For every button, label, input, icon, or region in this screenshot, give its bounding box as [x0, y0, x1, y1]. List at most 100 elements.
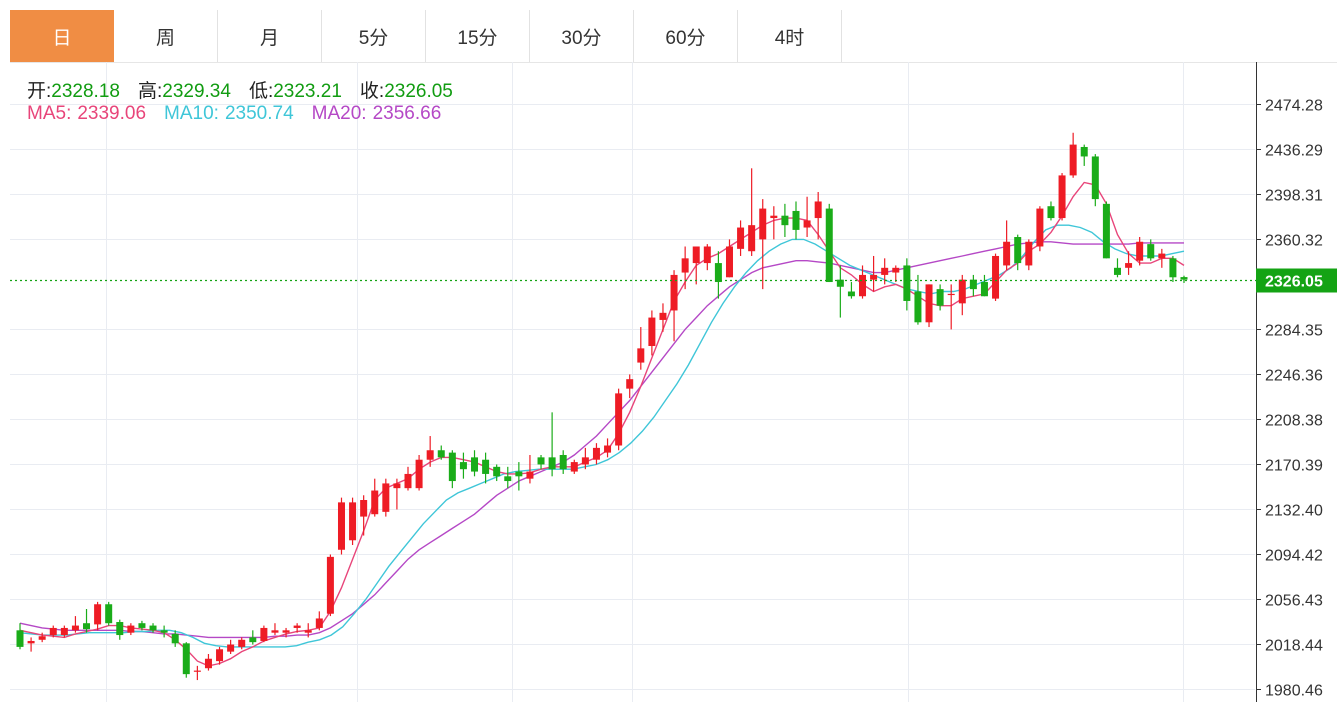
tab-4hour[interactable]: 4时	[738, 10, 842, 62]
candle-body	[1113, 267, 1121, 275]
current-price-tag	[1256, 268, 1337, 293]
chart-grid	[10, 62, 1255, 702]
candle-body	[903, 265, 911, 301]
candle-body	[382, 483, 390, 512]
y-tick-label: 2018.44	[1265, 638, 1323, 655]
candle-body	[404, 473, 412, 489]
tab-day[interactable]: 日	[10, 10, 114, 62]
candle-body	[304, 630, 312, 633]
open-value: 2328.18	[51, 81, 120, 102]
candle-body	[83, 623, 91, 630]
high-value: 2329.34	[162, 81, 231, 102]
y-tick-label: 2208.38	[1265, 413, 1323, 430]
candle-body	[426, 450, 434, 460]
candlestick-chart[interactable]: 2474.28 2436.29 2398.31 2360.32 2284.35 2246.…	[0, 62, 1337, 702]
candle-body	[105, 604, 113, 624]
candle-body	[914, 291, 922, 323]
candle-body	[171, 633, 179, 644]
candle-body	[49, 627, 57, 636]
candle-body	[1102, 203, 1110, 259]
candle-body	[1058, 175, 1066, 219]
y-tick-label: 2360.32	[1265, 233, 1323, 250]
candle-body	[27, 640, 35, 644]
candle-body	[448, 452, 456, 482]
candle-body	[1036, 208, 1044, 247]
candle-body	[216, 649, 224, 662]
candle-body	[271, 630, 279, 633]
candle-body	[969, 279, 977, 290]
candle-body	[870, 274, 878, 280]
candle-body	[725, 246, 733, 278]
y-tick-label: 2474.28	[1265, 98, 1323, 115]
candle-body	[260, 627, 268, 641]
high-label: 高:	[137, 81, 163, 102]
y-tick-label: 2094.42	[1265, 548, 1323, 565]
ohlc-readout: 开:2328.18 高:2329.34 低:2323.21 收:2326.05	[27, 76, 453, 103]
tab-15min[interactable]: 15分	[426, 10, 530, 62]
candle-body	[714, 263, 722, 283]
candle-body	[1091, 156, 1099, 200]
candle-body	[1136, 241, 1144, 261]
candle-body	[925, 284, 933, 323]
candle-body	[326, 556, 334, 614]
candle-body	[71, 625, 79, 631]
candle-body	[659, 312, 667, 320]
candle-body	[204, 658, 212, 669]
candle-body	[947, 293, 955, 296]
y-tick-label: 2056.43	[1265, 593, 1323, 610]
candles	[16, 132, 1188, 681]
candle-body	[337, 502, 345, 550]
kline-chart-area[interactable]: 2474.28 2436.29 2398.31 2360.32 2284.35 2246.…	[0, 62, 1337, 702]
candle-body	[847, 291, 855, 297]
candle-body	[349, 502, 357, 541]
candle-body	[193, 670, 201, 672]
candle-body	[1069, 144, 1077, 176]
price-axis: 2474.28 2436.29 2398.31 2360.32 2284.35 2246.…	[10, 62, 1337, 702]
candle-body	[471, 457, 479, 472]
candle-body	[681, 258, 689, 273]
candle-body	[38, 636, 46, 640]
candle-body	[570, 462, 578, 472]
tab-30min[interactable]: 30分	[530, 10, 634, 62]
candle-body	[537, 457, 545, 465]
candle-body	[859, 274, 867, 297]
ma5-line	[19, 181, 1185, 667]
candle-body	[548, 457, 556, 470]
tab-60min[interactable]: 60分	[634, 10, 738, 62]
candle-body	[315, 618, 323, 628]
low-label: 低:	[248, 81, 274, 102]
y-tick-label: 2246.36	[1265, 368, 1323, 385]
tab-5min[interactable]: 5分	[322, 10, 426, 62]
y-tick-label: 2170.39	[1265, 458, 1323, 475]
candle-body	[415, 459, 423, 489]
candle-body	[182, 643, 190, 675]
candle-body	[1147, 244, 1155, 259]
period-tabs: 日 周 月 5分 15分 30分 60分 4时	[10, 10, 1337, 63]
candle-body	[615, 393, 623, 446]
candle-body	[670, 274, 678, 311]
current-price-label: 2326.05	[1265, 274, 1323, 291]
candle-body	[825, 208, 833, 283]
candle-body	[737, 227, 745, 249]
candle-body	[293, 625, 301, 628]
candle-body	[138, 623, 146, 628]
candle-body	[249, 637, 257, 643]
candle-body	[770, 215, 778, 219]
candle-body	[881, 267, 889, 275]
candle-body	[482, 459, 490, 474]
tab-week[interactable]: 周	[114, 10, 218, 62]
candle-body	[604, 445, 612, 453]
ma5-value: 2339.06	[77, 103, 147, 124]
ma10-label: MA10:	[164, 103, 219, 124]
candle-body	[980, 282, 988, 297]
tab-month[interactable]: 月	[218, 10, 322, 62]
moving-average-lines	[19, 181, 1185, 667]
candle-body	[459, 462, 467, 470]
candle-body	[703, 246, 711, 264]
candle-body	[626, 379, 634, 389]
candle-body	[836, 279, 844, 287]
candle-body	[1180, 277, 1188, 280]
low-value: 2323.21	[273, 81, 342, 102]
candle-body	[160, 630, 168, 633]
candle-body	[814, 201, 822, 219]
